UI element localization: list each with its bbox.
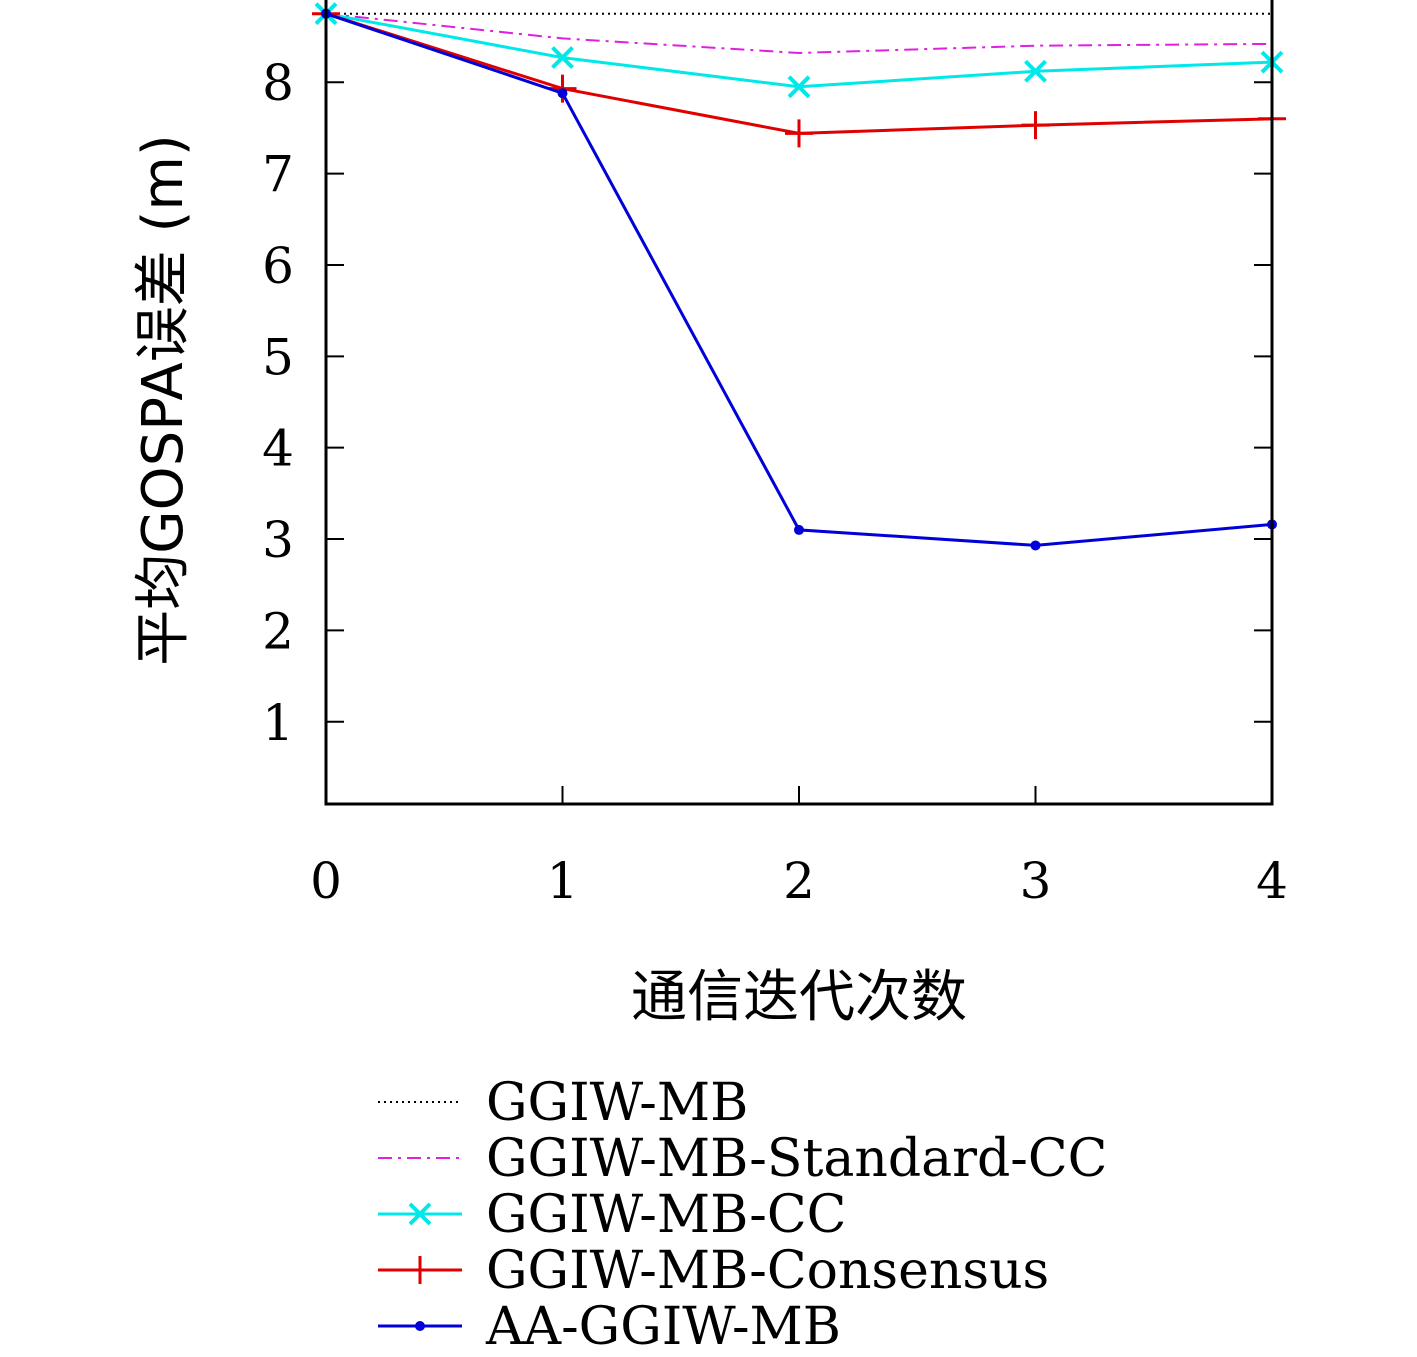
x-tick-label: 0 <box>310 852 342 910</box>
series-line <box>325 12 1273 55</box>
series-1 <box>325 12 1273 55</box>
data-point <box>1024 59 1047 83</box>
legend-label: GGIW-MB-Consensus <box>486 1241 1049 1301</box>
y-tick-label: 2 <box>262 602 294 660</box>
x-axis-label: 通信迭代次数 <box>631 965 967 1030</box>
legend-marker <box>408 1202 432 1226</box>
legend-entry: GGIW-MB-Consensus <box>378 1241 1049 1301</box>
y-tick-label: 3 <box>262 511 294 569</box>
series-layer <box>312 0 1286 551</box>
y-tick-label: 6 <box>262 237 294 295</box>
y-tick-label: 1 <box>262 694 294 752</box>
data-point <box>551 46 574 69</box>
data-point <box>794 524 804 535</box>
legend-marker <box>415 1321 425 1331</box>
axis-ticks: 1 2 3 4 5 6 7 8 0 1 2 3 4 <box>262 54 1288 910</box>
y-tick-label: 4 <box>262 420 294 478</box>
legend-entry: AA-GGIW-MB <box>378 1297 841 1357</box>
y-tick-label: 7 <box>262 146 294 204</box>
y-tick-label: 5 <box>262 328 294 386</box>
plot-frame <box>324 0 1274 806</box>
legend-label: AA-GGIW-MB <box>485 1297 841 1357</box>
data-point <box>1021 111 1050 140</box>
legend-label: GGIW-MB-Standard-CC <box>486 1129 1107 1189</box>
x-tick-label: 3 <box>1020 852 1052 910</box>
x-tick-label: 2 <box>783 852 815 910</box>
series-4 <box>321 8 1277 551</box>
data-point <box>785 119 813 148</box>
legend: GGIW-MBGGIW-MB-Standard-CCGGIW-MB-CCGGIW… <box>378 1073 1107 1357</box>
data-point <box>787 75 811 99</box>
y-axis-label: 平均GOSPA误差 (m) <box>131 134 196 666</box>
series-line <box>325 12 1273 135</box>
legend-entry: GGIW-MB-Standard-CC <box>378 1129 1107 1189</box>
data-point <box>557 88 568 99</box>
series-line <box>325 12 1273 547</box>
x-tick-label: 4 <box>1256 852 1288 910</box>
legend-label: GGIW-MB <box>486 1073 748 1133</box>
series-3 <box>312 0 1286 148</box>
legend-entry: GGIW-MB <box>378 1073 748 1133</box>
y-tick-label: 8 <box>262 54 294 112</box>
series-line <box>325 12 1273 89</box>
legend-entry: GGIW-MB-CC <box>378 1185 846 1245</box>
series-2 <box>314 2 1284 99</box>
data-point <box>1030 540 1041 551</box>
legend-label: GGIW-MB-CC <box>486 1185 846 1245</box>
x-tick-label: 1 <box>547 852 579 910</box>
legend-marker <box>406 1256 434 1284</box>
